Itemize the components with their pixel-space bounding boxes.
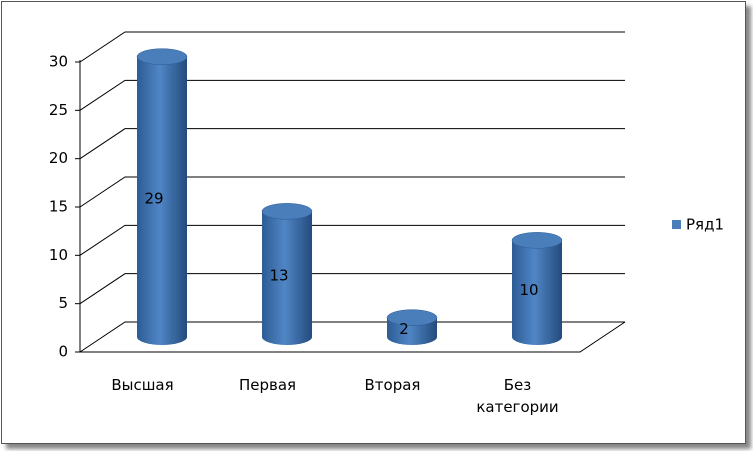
cylinder-body	[512, 240, 562, 337]
y-tick-label: 30	[49, 53, 68, 71]
cylinder-top	[261, 203, 313, 220]
y-tick-label: 20	[49, 149, 68, 167]
data-label: 2	[399, 320, 409, 338]
grid-line	[79, 128, 625, 160]
cylinder-top	[386, 309, 438, 326]
grid-line	[79, 79, 625, 111]
cylinder-body	[137, 56, 187, 338]
y-tick-label: 25	[49, 101, 68, 119]
cylinder-top	[511, 232, 563, 249]
y-tick-label: 10	[49, 246, 68, 264]
data-label: 10	[519, 281, 538, 299]
floor	[80, 321, 626, 353]
grid-line	[79, 321, 625, 353]
grid-line	[79, 176, 625, 208]
cylinder-body	[262, 211, 312, 337]
x-tick-label: Высшая	[111, 376, 174, 394]
cylinder-top	[136, 48, 188, 65]
legend-swatch	[672, 220, 681, 229]
data-label: 29	[144, 189, 163, 207]
y-tick-label: 0	[58, 343, 68, 361]
grid-line	[79, 31, 625, 63]
x-tick-label: Вторая	[364, 376, 421, 394]
chart-frame	[1, 1, 746, 444]
grid-line	[79, 273, 625, 305]
y-tick-label: 5	[58, 294, 68, 312]
grid-line	[79, 224, 625, 256]
x-tick-label: Первая	[238, 376, 297, 394]
x-tick-label: Без категории	[476, 376, 559, 416]
legend-label: Ряд1	[686, 216, 724, 234]
data-label: 13	[269, 267, 288, 285]
y-tick-label: 15	[49, 198, 68, 216]
